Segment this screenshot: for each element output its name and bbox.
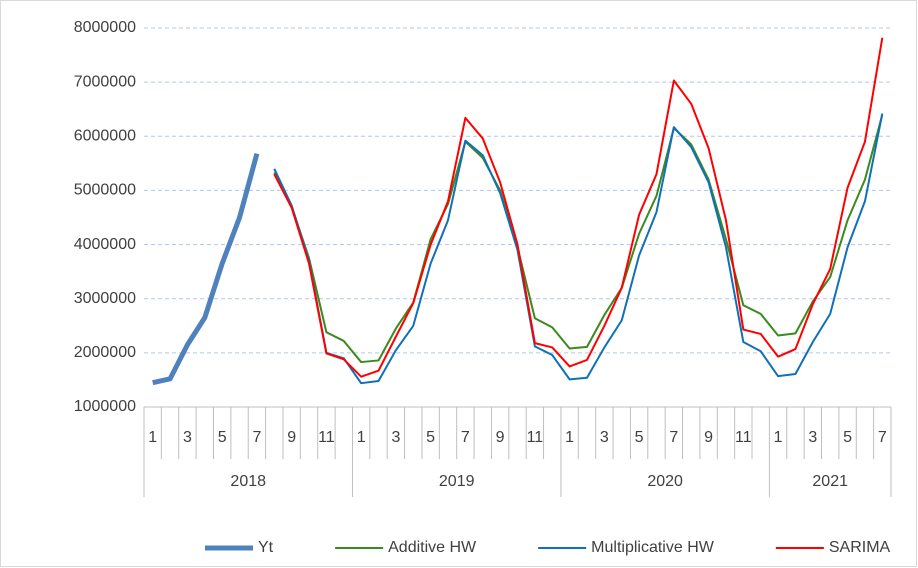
x-tick-label: 3 xyxy=(600,429,609,446)
y-tick-label: 8000000 xyxy=(74,19,136,36)
x-tick-label: 7 xyxy=(669,429,678,446)
x-tick-label: 3 xyxy=(183,429,192,446)
group-label: 2018 xyxy=(230,473,266,490)
legend-label: SARIMA xyxy=(829,539,891,556)
x-tick-label: 1 xyxy=(774,429,783,446)
group-label: 2020 xyxy=(647,473,683,490)
y-tick-label: 3000000 xyxy=(74,290,136,307)
x-tick-label: 5 xyxy=(218,429,227,446)
group-label: 2021 xyxy=(812,473,848,490)
series-line xyxy=(152,152,260,386)
series-line xyxy=(273,37,884,378)
x-tick-label: 7 xyxy=(461,429,470,446)
legend-label: Additive HW xyxy=(388,539,477,556)
x-tick-label: 11 xyxy=(735,429,752,446)
x-tick-label: 9 xyxy=(496,429,505,446)
x-tick-label: 11 xyxy=(527,429,544,446)
x-tick-label: 11 xyxy=(318,429,335,446)
y-tick-label: 2000000 xyxy=(74,344,136,361)
group-label: 2019 xyxy=(439,473,475,490)
x-tick-label: 3 xyxy=(808,429,817,446)
legend-label: Yt xyxy=(258,539,274,556)
x-tick-label: 1 xyxy=(565,429,574,446)
x-tick-label: 9 xyxy=(704,429,713,446)
x-tick-label: 1 xyxy=(148,429,157,446)
x-tick-label: 9 xyxy=(287,429,296,446)
y-tick-label: 6000000 xyxy=(74,128,136,145)
y-tick-label: 1000000 xyxy=(74,398,136,415)
x-tick-label: 3 xyxy=(391,429,400,446)
y-tick-label: 4000000 xyxy=(74,236,136,253)
series-line xyxy=(273,114,884,364)
x-tick-label: 5 xyxy=(635,429,644,446)
x-tick-label: 1 xyxy=(357,429,366,446)
legend-label: Multiplicative HW xyxy=(591,539,715,556)
x-tick-label: 7 xyxy=(878,429,887,446)
x-tick-label: 5 xyxy=(843,429,852,446)
series-line xyxy=(273,113,884,385)
x-tick-label: 5 xyxy=(426,429,435,446)
y-tick-label: 5000000 xyxy=(74,182,136,199)
y-tick-label: 7000000 xyxy=(74,73,136,90)
x-tick-label: 7 xyxy=(252,429,261,446)
